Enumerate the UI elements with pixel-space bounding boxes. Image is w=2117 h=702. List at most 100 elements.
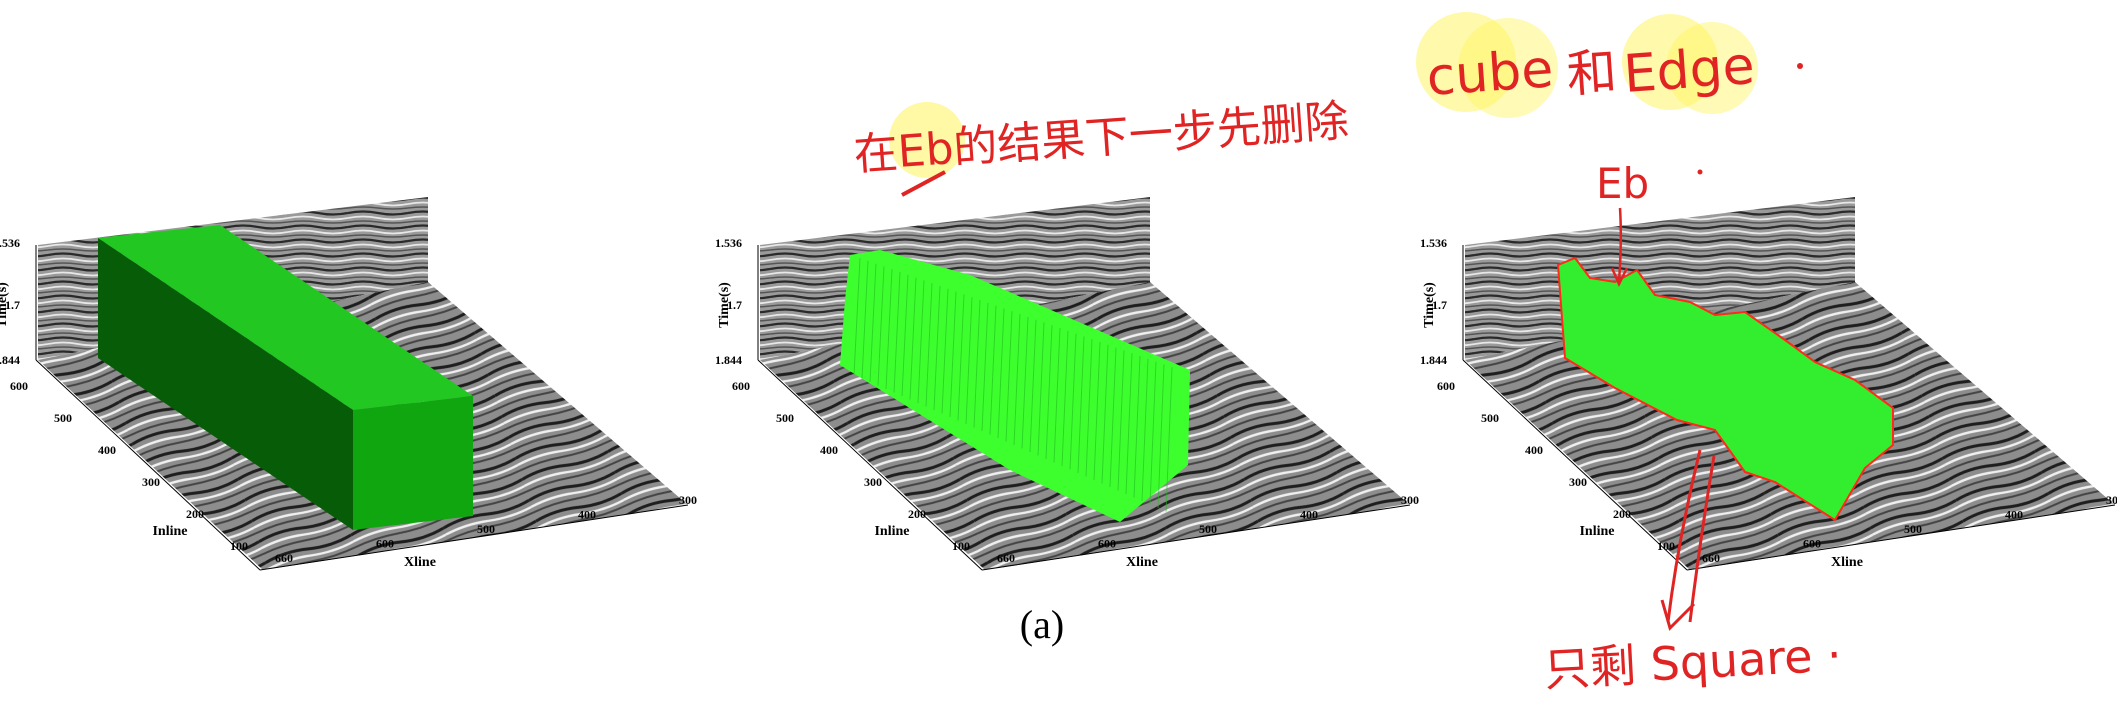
xline-tick-label: 500 bbox=[1199, 522, 1217, 536]
edge-texture-stripe bbox=[1029, 319, 1037, 453]
inline-tick-label: 400 bbox=[820, 443, 838, 457]
edge-texture-stripe bbox=[949, 291, 957, 418]
edge-texture-stripe bbox=[1101, 344, 1109, 484]
down-arrow-2 bbox=[1688, 455, 1716, 623]
edge-texture-stripe bbox=[1157, 364, 1165, 509]
xline-tick-label: 400 bbox=[578, 508, 596, 522]
edge-texture-stripe bbox=[1045, 325, 1053, 460]
time-tick-label: 1.7 bbox=[1432, 298, 1447, 312]
eb-arrow bbox=[1617, 207, 1623, 283]
inline-tick-label: 500 bbox=[54, 411, 72, 425]
time-tick-label: 1.7 bbox=[727, 298, 742, 312]
note-top-cube: cube bbox=[1425, 39, 1555, 108]
eb-underline bbox=[901, 170, 946, 197]
inline-axis-line bbox=[1462, 359, 1688, 571]
highlight-glow-eb bbox=[889, 102, 965, 178]
xline-tick-label: 660 bbox=[275, 551, 293, 565]
panel-edge: 1.536 1.7 1.844 Time(s) 600 500 400 300 200 100 In… bbox=[715, 197, 1419, 571]
edge-texture-stripe bbox=[1117, 350, 1125, 491]
inline-tick-label: 500 bbox=[776, 411, 794, 425]
inline-axis-label: Inline bbox=[152, 524, 187, 539]
edge-texture-stripe bbox=[941, 288, 949, 414]
inline-axis-line bbox=[757, 359, 983, 571]
xline-tick-label: 660 bbox=[1702, 551, 1720, 565]
edge-texture-stripe bbox=[893, 271, 901, 393]
highlight-glow-cube-2 bbox=[1458, 18, 1558, 118]
figure-caption: (a) bbox=[1020, 602, 1064, 647]
panel-cube: 1.536 1.7 1.844 Time(s) 600 500 400 300 200 100 In… bbox=[0, 197, 697, 571]
edge-texture-stripe bbox=[1141, 358, 1149, 502]
xline-axis-label: Xline bbox=[1126, 555, 1158, 570]
edge-texture-stripe bbox=[1109, 347, 1117, 488]
edge-texture-stripe bbox=[965, 297, 973, 425]
cube-left-face bbox=[98, 238, 353, 530]
edge-texture-stripe bbox=[989, 305, 997, 435]
edge-texture-stripe bbox=[1005, 311, 1013, 442]
time-tick-label: 1.536 bbox=[715, 236, 742, 250]
inline-tick-label: 200 bbox=[1613, 507, 1631, 521]
cube-top-face bbox=[98, 225, 473, 410]
edge-texture-stripe bbox=[1013, 313, 1021, 446]
edge-texture-stripe bbox=[957, 294, 965, 421]
xline-tick-label: 600 bbox=[1803, 537, 1821, 551]
xline-axis-line bbox=[259, 504, 689, 571]
note-bottom: 只剩 Square · bbox=[1543, 627, 1843, 697]
edge-texture-stripe bbox=[1069, 333, 1077, 470]
inline-tick-label: 600 bbox=[10, 379, 28, 393]
edge-texture-stripe bbox=[869, 263, 877, 383]
edge-texture-stripe bbox=[1021, 316, 1029, 449]
time-tick-label: 1.844 bbox=[715, 353, 742, 367]
eb-label: Eb bbox=[1596, 159, 1649, 208]
cube-front-face bbox=[353, 396, 473, 530]
time-tick-label: 1.7 bbox=[5, 298, 20, 312]
inline-tick-label: 600 bbox=[1437, 379, 1455, 393]
xline-tick-label: 600 bbox=[376, 537, 394, 551]
inline-tick-label: 300 bbox=[1569, 475, 1587, 489]
down-arrow-1 bbox=[1666, 449, 1702, 623]
inline-tick-label: 600 bbox=[732, 379, 750, 393]
time-axis-label: Time(s) bbox=[0, 282, 10, 328]
panel-square: 1.536 1.7 1.844 Time(s) 600 500 400 300 200 100 In… bbox=[1420, 197, 2117, 571]
inline-axis-line bbox=[35, 359, 261, 571]
xline-tick-label: 300 bbox=[679, 493, 697, 507]
edge-texture-stripe bbox=[1165, 367, 1173, 512]
edge-texture-stripe bbox=[1061, 330, 1069, 467]
xline-tick-label: 660 bbox=[997, 551, 1015, 565]
xline-tick-label: 300 bbox=[2106, 493, 2117, 507]
time-tick-label: 1.844 bbox=[0, 353, 20, 367]
inline-tick-label: 500 bbox=[1481, 411, 1499, 425]
edge-texture-stripe bbox=[933, 285, 941, 411]
inline-tick-label: 100 bbox=[952, 539, 970, 553]
xline-axis-label: Xline bbox=[404, 555, 436, 570]
edge-texture-stripe bbox=[1125, 353, 1133, 495]
edge-texture-stripe bbox=[1133, 355, 1141, 498]
inline-tick-label: 300 bbox=[142, 475, 160, 489]
edge-texture-stripe bbox=[1093, 341, 1101, 481]
xline-tick-label: 500 bbox=[1904, 522, 1922, 536]
edge-texture-stripe bbox=[1149, 361, 1157, 505]
highlight-glow-edge-1 bbox=[1622, 14, 1718, 110]
time-tick-label: 1.844 bbox=[1420, 353, 1447, 367]
inline-axis-label: Inline bbox=[874, 524, 909, 539]
note-top-edge: Edge bbox=[1622, 36, 1757, 105]
xline-tick-label: 600 bbox=[1098, 537, 1116, 551]
time-tick-label: 1.536 bbox=[1420, 236, 1447, 250]
xline-axis-line bbox=[981, 504, 1411, 571]
xline-axis-line bbox=[1686, 504, 2116, 571]
time-axis-label: Time(s) bbox=[717, 282, 732, 328]
square-geobody bbox=[1556, 256, 1894, 522]
edge-texture-stripe bbox=[1085, 339, 1093, 477]
xline-tick-label: 400 bbox=[2005, 508, 2023, 522]
edge-texture-stripe bbox=[925, 283, 933, 407]
edge-texture-stripe bbox=[877, 266, 885, 386]
edge-texture-stripe bbox=[981, 302, 989, 432]
inline-tick-label: 200 bbox=[908, 507, 926, 521]
inline-tick-label: 300 bbox=[864, 475, 882, 489]
edge-texture-stripe bbox=[901, 274, 909, 397]
inline-tick-label: 200 bbox=[186, 507, 204, 521]
time-tick-label: 1.536 bbox=[0, 236, 20, 250]
edge-texture-stripe bbox=[885, 269, 893, 390]
edge-texture-stripe bbox=[1077, 336, 1085, 474]
edge-texture-stripe bbox=[1037, 322, 1045, 456]
